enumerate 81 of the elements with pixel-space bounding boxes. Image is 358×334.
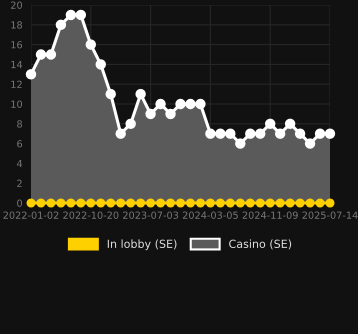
point: [76, 10, 86, 20]
point: [225, 128, 236, 139]
point: [135, 88, 146, 100]
point: [325, 198, 335, 208]
point: [316, 198, 325, 208]
point: [126, 198, 136, 208]
point: [314, 128, 326, 139]
point: [36, 198, 46, 208]
y-tick-label: 18: [11, 21, 22, 29]
point: [195, 98, 206, 110]
y-tick-label: 10: [11, 100, 22, 108]
x-tick-label: 2025-07-14: [302, 212, 358, 219]
point: [236, 198, 245, 208]
point: [146, 198, 156, 208]
point: [155, 98, 166, 110]
point: [36, 49, 46, 60]
point: [115, 128, 126, 139]
point: [116, 198, 126, 208]
y-tick-label: 16: [11, 41, 22, 48]
point: [215, 128, 226, 139]
point: [185, 98, 196, 110]
point: [304, 138, 316, 149]
y-tick-label: 0: [17, 199, 22, 207]
point: [186, 198, 195, 208]
point: [324, 128, 336, 139]
y-tick-label: 12: [11, 80, 22, 88]
point: [76, 198, 86, 208]
point: [136, 198, 146, 208]
point: [86, 198, 96, 208]
point: [96, 59, 106, 70]
y-tick-label: 14: [11, 61, 22, 68]
point: [216, 198, 225, 208]
point: [86, 39, 96, 50]
x-tick-label: 2022-01-02: [3, 212, 58, 219]
point: [56, 20, 66, 30]
x-tick-label: 2023-07-03: [123, 212, 178, 219]
point: [226, 198, 235, 208]
point: [165, 108, 176, 120]
point: [235, 138, 246, 149]
point: [166, 198, 176, 208]
point: [276, 198, 285, 208]
legend-label: In lobby (SE): [108, 239, 176, 250]
point: [96, 198, 106, 208]
point: [26, 69, 36, 80]
x-tick-label: 2024-11-09: [242, 212, 298, 219]
x-tick-label: 2024-03-05: [182, 212, 238, 219]
point: [245, 128, 256, 139]
point: [106, 198, 116, 208]
point: [125, 118, 136, 130]
legend-label: Casino (SE): [229, 239, 292, 250]
point: [255, 128, 266, 139]
point: [196, 198, 205, 208]
point: [296, 198, 305, 208]
y-tick-label: 4: [16, 160, 22, 168]
point: [56, 198, 66, 208]
point: [206, 198, 215, 208]
point: [46, 198, 56, 208]
point: [246, 198, 255, 208]
point: [66, 10, 76, 20]
point: [106, 88, 116, 100]
point: [264, 118, 276, 130]
x-tick-label: 2022-10-20: [63, 212, 118, 219]
y-tick-label: 8: [17, 120, 22, 128]
y-tick-label: 20: [11, 1, 22, 9]
point: [294, 128, 306, 139]
point: [256, 198, 265, 208]
y-tick-label: 2: [17, 180, 22, 187]
y-tick-label: 6: [17, 140, 22, 148]
point: [306, 198, 315, 208]
point: [176, 198, 186, 208]
point: [156, 198, 166, 208]
point: [175, 98, 186, 110]
point: [46, 49, 56, 60]
point: [26, 198, 36, 208]
point: [266, 198, 275, 208]
point: [145, 108, 156, 120]
point: [274, 128, 286, 139]
point: [284, 118, 296, 130]
point: [286, 198, 295, 208]
point: [205, 128, 216, 139]
point: [66, 198, 76, 208]
